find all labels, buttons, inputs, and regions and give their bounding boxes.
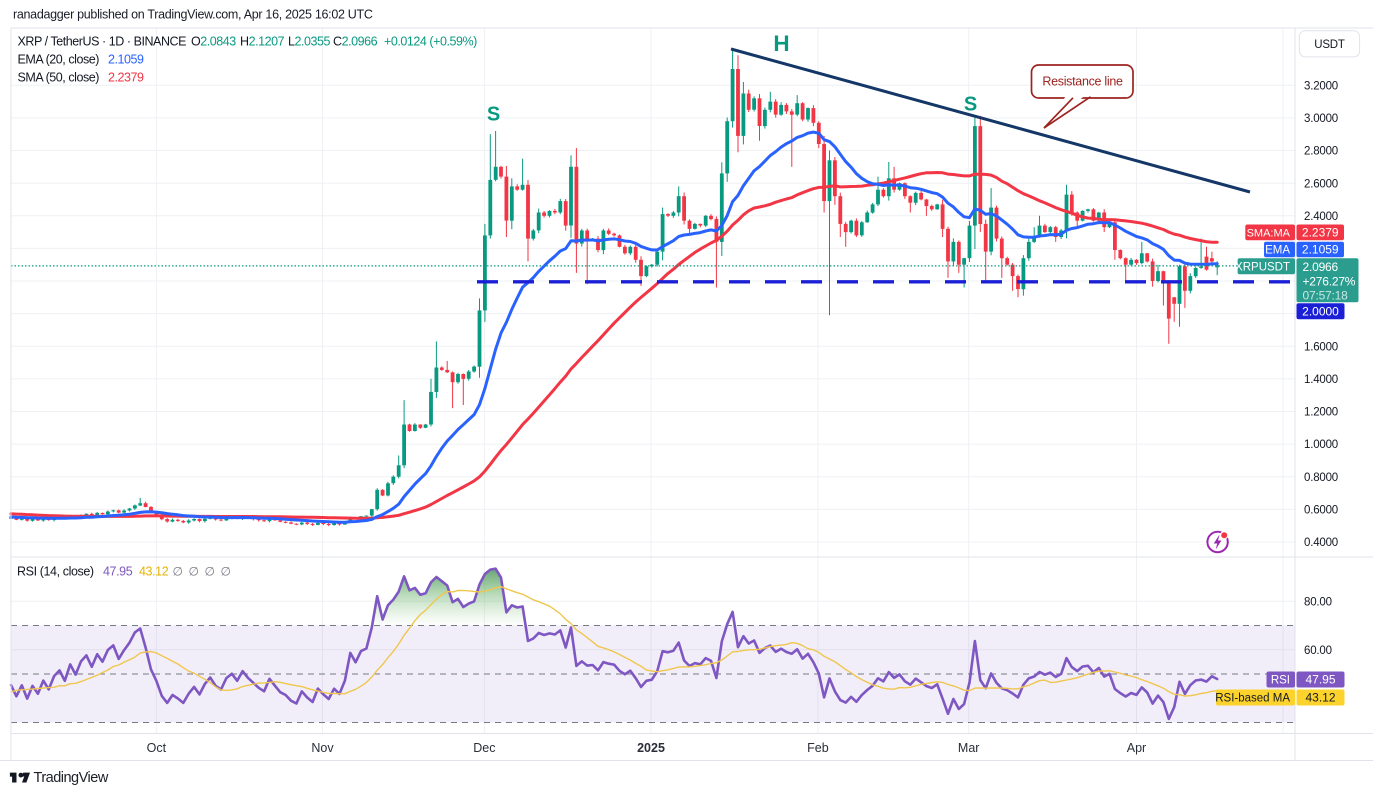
svg-text:2.8000: 2.8000 (1304, 146, 1338, 158)
svg-text:3.0000: 3.0000 (1304, 113, 1338, 125)
svg-text:EMA: EMA (1265, 245, 1290, 257)
svg-text:2.0000: 2.0000 (1302, 305, 1339, 319)
svg-text:Dec: Dec (473, 741, 495, 755)
svg-text:ranadagger published on Tradin: ranadagger published on TradingView.com,… (13, 8, 373, 22)
svg-text:Feb: Feb (807, 741, 829, 755)
svg-text:43.12: 43.12 (1305, 691, 1335, 705)
svg-text:SMA:MA: SMA:MA (1247, 228, 1291, 240)
svg-text:80.00: 80.00 (1304, 596, 1332, 608)
svg-text:3.2000: 3.2000 (1304, 80, 1338, 92)
svg-text:TradingView: TradingView (34, 770, 109, 786)
svg-text:S: S (964, 94, 977, 116)
svg-text:Oct: Oct (147, 741, 167, 755)
svg-text:0.4000: 0.4000 (1304, 537, 1338, 549)
svg-text:1.4000: 1.4000 (1304, 374, 1338, 386)
svg-text:2.4000: 2.4000 (1304, 211, 1338, 223)
svg-text:1.0000: 1.0000 (1304, 439, 1338, 451)
svg-text:SMA (50, close)2.2379: SMA (50, close) 2.2379 (18, 71, 145, 85)
svg-text:Nov: Nov (311, 741, 334, 755)
svg-text:2.1059: 2.1059 (1302, 243, 1339, 257)
svg-text:EMA (20, close)2.1059: EMA (20, close) 2.1059 (18, 53, 145, 67)
svg-text:RSI: RSI (1271, 675, 1290, 687)
svg-text:Mar: Mar (958, 741, 980, 755)
svg-text:1.2000: 1.2000 (1304, 407, 1338, 419)
svg-text:1.6000: 1.6000 (1304, 341, 1338, 353)
svg-text:0.6000: 0.6000 (1304, 505, 1338, 517)
svg-text:RSI-based MA: RSI-based MA (1215, 693, 1290, 705)
svg-text:Resistance line: Resistance line (1042, 75, 1123, 89)
svg-text:47.95: 47.95 (1305, 673, 1335, 687)
svg-text:07:57:18: 07:57:18 (1303, 289, 1349, 303)
svg-text:2025: 2025 (637, 741, 665, 755)
svg-text:+276.27%: +276.27% (1303, 275, 1356, 289)
svg-text:USDT: USDT (1314, 39, 1345, 51)
svg-text:2.0966: 2.0966 (1303, 260, 1339, 274)
svg-text:60.00: 60.00 (1304, 645, 1332, 657)
svg-text:2.2379: 2.2379 (1302, 226, 1339, 240)
svg-text:H: H (773, 31, 789, 56)
svg-text:2.6000: 2.6000 (1304, 178, 1338, 190)
svg-text:XRPUSDT: XRPUSDT (1235, 261, 1290, 273)
svg-text:0.8000: 0.8000 (1304, 472, 1338, 484)
svg-text:Apr: Apr (1127, 741, 1146, 755)
svg-text:S: S (487, 104, 500, 126)
